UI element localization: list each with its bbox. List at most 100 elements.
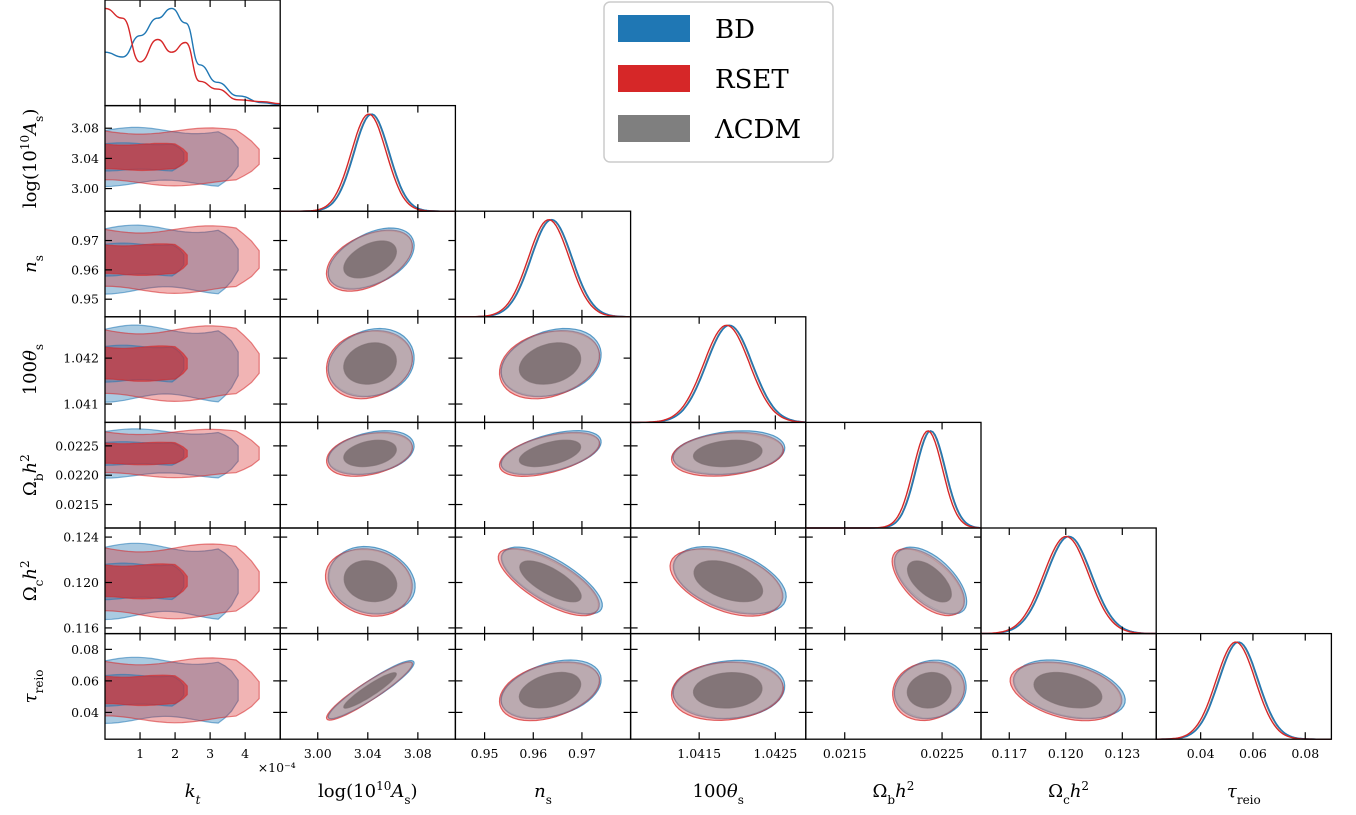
y-axis-label-logAs: log(1010As): [18, 109, 46, 209]
x-tick-label: 3.08: [404, 746, 432, 761]
x-tick-label: 0.96: [519, 746, 547, 761]
y-tick-label: 3.04: [71, 151, 99, 166]
y-tick-label: 3.00: [71, 181, 99, 196]
legend-label-0: BD: [715, 15, 755, 45]
panel-kt-theta: [104, 316, 281, 424]
diag-theta: [629, 316, 807, 424]
panel-kt-ns: [104, 210, 281, 318]
bd-posterior: [980, 535, 1157, 635]
x-tick-label: 0.97: [568, 746, 596, 761]
diag-logAs: [279, 104, 457, 212]
panel-logAs-omb: [279, 421, 457, 529]
y-tick-label: 0.97: [71, 233, 99, 248]
panel-logAs-ns: [279, 210, 457, 318]
rset-posterior: [1156, 641, 1332, 740]
x-tick-label: 0.95: [471, 746, 499, 761]
rset-68-region: [105, 243, 188, 276]
x-tick-label: 0.0215: [823, 746, 867, 761]
x-tick-label: 0.06: [1239, 746, 1267, 761]
panel-kt-logAs: [104, 104, 281, 212]
y-tick-label: 1.042: [63, 351, 99, 366]
lcdm-68-contour: [518, 671, 582, 709]
bd-posterior: [280, 113, 456, 212]
x-tick-label: 4: [241, 746, 249, 761]
diag-omc: [980, 527, 1157, 635]
x-tick-label: 0.120: [1048, 746, 1084, 761]
x-axis-label-logAs: log(1010As): [318, 779, 418, 807]
legend-label-1: RSET: [715, 65, 789, 95]
lcdm-68-contour: [518, 439, 582, 468]
x-tick-label: 3.04: [354, 746, 382, 761]
x-tick-label: 2: [171, 746, 179, 761]
rset-posterior: [981, 535, 1157, 635]
kt-multiplier: ×10⁻⁴: [258, 760, 296, 775]
rset-kt-posterior: [104, 7, 281, 105]
rset-68-region: [105, 563, 188, 600]
panel-ns-omb: [454, 421, 632, 529]
lcdm-68-contour: [692, 439, 763, 468]
x-tick-label: 1.0415: [677, 746, 721, 761]
panel-ns-tau: [454, 632, 632, 740]
x-axis-label-theta: 100θs: [693, 781, 744, 807]
panel-logAs-omc: [279, 527, 457, 635]
lcdm-posterior: [280, 113, 456, 212]
lcdm-68-contour: [906, 671, 952, 709]
lcdm-68-contour: [343, 439, 397, 468]
y-tick-label: 0.06: [71, 673, 99, 688]
x-tick-label: 3.00: [304, 746, 332, 761]
legend: BD RSET ΛCDM: [603, 1, 834, 163]
lcdm-posterior: [630, 324, 806, 424]
bd-posterior: [1156, 641, 1332, 740]
lcdm-68-contour: [343, 342, 397, 385]
y-tick-label: 0.95: [71, 292, 99, 307]
panel-logAs-theta: [279, 316, 457, 424]
panel-theta-omc: [629, 527, 807, 635]
diag-tau: [1155, 632, 1333, 740]
y-tick-label: 3.08: [71, 121, 99, 136]
rset-68-region: [105, 441, 188, 466]
x-axis-label-kt: kt: [185, 781, 201, 807]
y-tick-label: 0.0215: [55, 497, 99, 512]
bd-posterior: [630, 324, 806, 424]
y-axis-label-ns: ns: [20, 255, 46, 273]
diag-ns: [454, 210, 632, 318]
lcdm-68-contour: [519, 560, 582, 603]
labels-layer: 1 2 3 4 3.00 3.04 3.08 0.95 0.96 0.97 1.0415 1.0425…: [18, 109, 1319, 808]
panel-ns-theta: [454, 316, 632, 424]
panel-kt-omb: [104, 421, 281, 529]
y-tick-label: 0.124: [63, 530, 99, 545]
lcdm-68-contour: [343, 672, 397, 709]
diag-kt: [104, 0, 281, 107]
rset-posterior: [630, 324, 806, 424]
lcdm-68-contour: [343, 560, 398, 603]
rset-68-region: [105, 674, 188, 707]
lcdm-68-contour: [906, 560, 952, 603]
bd-posterior: [805, 430, 982, 529]
x-tick-label: 0.08: [1291, 746, 1319, 761]
lcdm-posterior: [455, 218, 631, 318]
legend-swatch-1: [618, 65, 690, 92]
y-tick-label: 0.116: [63, 620, 99, 635]
x-tick-label: 1: [136, 746, 144, 761]
x-tick-label: 0.0225: [920, 746, 964, 761]
lcdm-68-contour: [1033, 671, 1103, 709]
y-tick-label: 0.96: [71, 262, 99, 277]
panel-theta-omb: [629, 421, 807, 529]
legend-swatch-2: [618, 115, 690, 142]
legend-label-2: ΛCDM: [714, 115, 801, 145]
x-axis-label-omb: Ωbh2: [872, 779, 914, 807]
y-axis-label-tau: τreio: [20, 669, 46, 703]
y-axis-label-omb: Ωbh2: [18, 454, 46, 496]
y-tick-label: 0.0220: [55, 468, 99, 483]
y-axis-label-theta: 100θs: [20, 344, 46, 395]
x-tick-label: 3: [206, 746, 214, 761]
panel-kt-tau: [104, 632, 281, 740]
lcdm-posterior: [1156, 641, 1332, 740]
panel-omc-tau: [980, 632, 1157, 740]
y-tick-label: 0.04: [71, 705, 99, 720]
diag-omb: [805, 421, 982, 529]
panel-logAs-tau: [279, 632, 457, 740]
x-tick-label: 0.123: [1104, 746, 1140, 761]
rset-68-region: [105, 142, 188, 172]
